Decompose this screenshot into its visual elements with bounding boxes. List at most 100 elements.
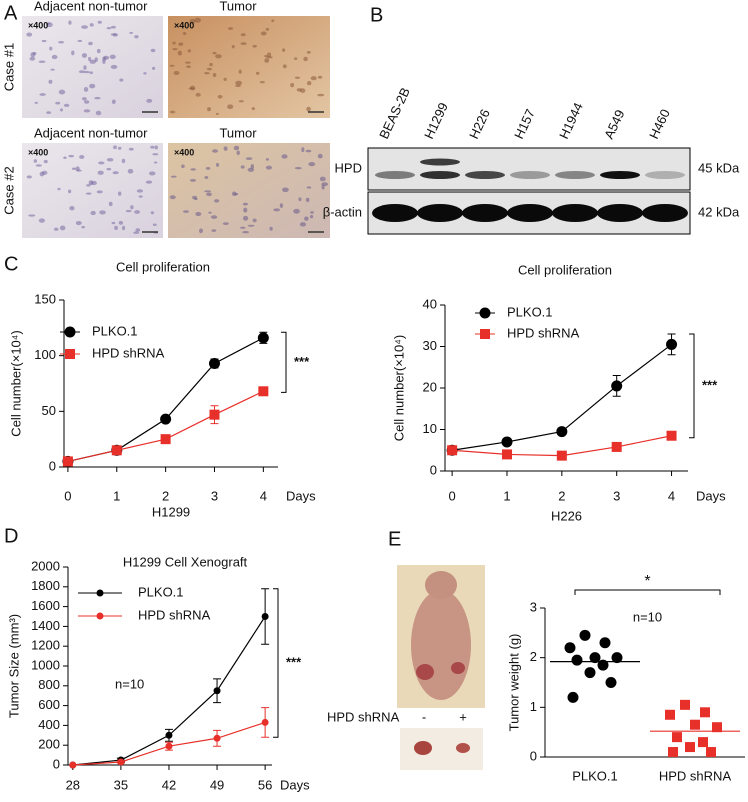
cell-nucleus [303,56,308,62]
cell-nucleus [145,180,153,184]
y-tick-label: 50 [42,403,56,418]
marker [700,707,710,718]
band [597,204,643,222]
cell-nucleus [207,107,212,112]
cell-nucleus [204,175,209,179]
marker [96,589,104,597]
cell-nucleus [240,42,247,46]
marker [567,691,579,703]
marker [165,731,173,739]
significance: *** [294,354,310,369]
cell-nucleus [96,48,101,54]
cell-nucleus [194,197,198,201]
lane-label: H157 [511,107,538,142]
marker [447,445,458,456]
cell-nucleus [112,171,119,175]
cell-nucleus [242,215,249,221]
y-tick-label: 150 [34,291,56,306]
cell-nucleus [281,154,288,159]
marker [258,386,269,397]
cell-nucleus [205,167,211,170]
marker [160,434,171,445]
annotation: n=10 [115,676,144,691]
cell-nucleus [128,147,134,151]
lane-label: A549 [601,107,627,141]
cell-nucleus [189,18,196,24]
x-tick-label: PLKO.1 [572,768,618,783]
magnification: ×400 [28,20,48,30]
cell-nucleus [109,54,116,59]
legend-label: HPD shRNA [138,607,211,622]
cell-nucleus [282,64,287,69]
marker [480,329,490,339]
cell-nucleus [110,33,117,36]
cell-nucleus [127,168,134,174]
panel-letter: B [370,4,383,26]
cell-nucleus [214,199,220,203]
cell-nucleus [319,176,326,182]
cell-nucleus [301,147,305,153]
cell-nucleus [210,215,218,219]
cell-nucleus [114,225,118,230]
marker [666,338,678,350]
cell-nucleus [208,211,212,214]
cell-nucleus [242,231,249,234]
marker [571,654,583,666]
y-tick-label: 0 [430,462,437,477]
cell-nucleus [43,159,48,164]
cell-nucleus [265,158,269,161]
cell-nucleus [46,22,51,25]
cell-nucleus [95,110,102,116]
y-tick-label: 1800 [31,578,60,593]
cell-nucleus [89,83,96,89]
cell-nucleus [83,87,89,92]
y-tick-label: 1200 [31,638,60,653]
cell-nucleus [172,48,178,51]
marker [160,413,172,425]
cell-nucleus [111,221,116,225]
band [510,171,550,179]
cell-nucleus [194,17,201,23]
x-tick-label: 0 [449,488,456,503]
cell-nucleus [148,171,156,176]
band [642,204,688,222]
cell-nucleus [97,170,104,175]
x-tick-label: 0 [64,488,71,503]
cell-nucleus [298,197,302,202]
band [375,171,415,179]
cell-nucleus [97,20,102,24]
cell-nucleus [228,27,234,30]
cell-nucleus [243,207,248,213]
cell-nucleus [135,228,141,232]
y-tick-label: 30 [423,338,437,353]
marker [556,426,568,438]
band [462,204,508,222]
magnification: ×400 [28,147,48,157]
cell-nucleus [189,85,196,91]
cell-nucleus [35,164,42,167]
cell-nucleus [211,229,217,232]
band [555,171,595,179]
cell-nucleus [182,32,187,36]
cell-nucleus [199,228,203,234]
band-name: β-actin [323,204,362,219]
marker [666,430,677,441]
cell-nucleus [68,20,72,25]
legend-label: HPD shRNA [507,325,580,340]
cell-nucleus [195,92,201,97]
x-unit: Days [696,488,726,503]
cell-nucleus [169,195,176,200]
cell-nucleus [134,35,139,39]
significance: *** [702,377,718,392]
tumor-photo [400,728,483,770]
cell-nucleus [209,62,213,67]
lane-label: BEAS-2B [376,85,413,141]
cell-nucleus [106,167,112,171]
cell-nucleus [122,225,126,231]
marker [668,747,678,758]
histology-image [168,16,330,118]
x-tick-label: 28 [66,777,80,792]
marker [690,719,700,730]
cell-nucleus [153,161,158,164]
